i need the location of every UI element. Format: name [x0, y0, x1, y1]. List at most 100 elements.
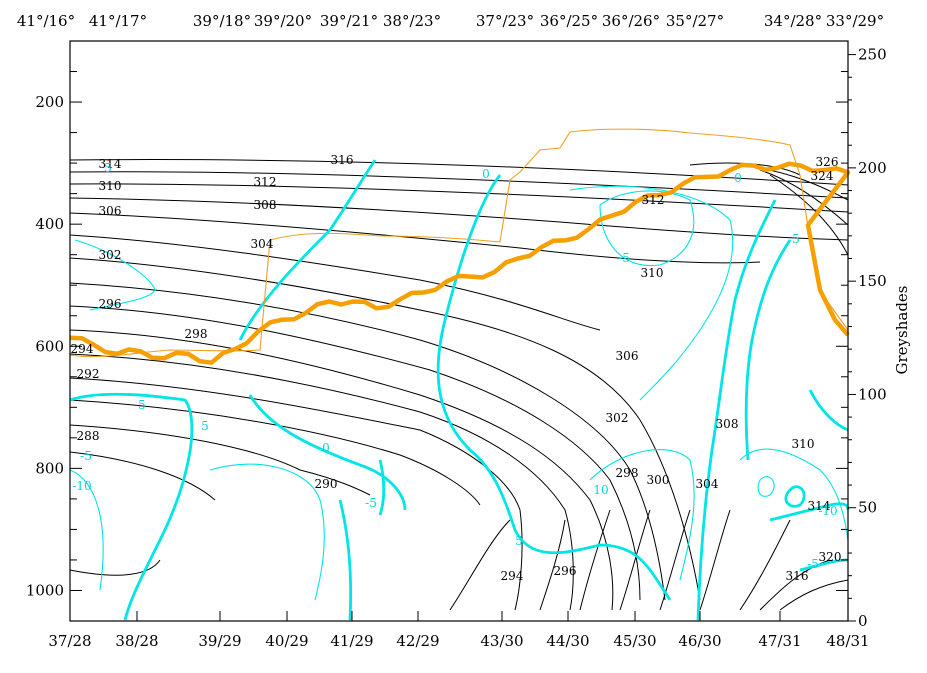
- black-isoline-label: 308: [716, 417, 739, 431]
- top-tick-label: 41°/17°: [89, 12, 147, 30]
- black-isoline: [69, 305, 641, 601]
- top-tick-label: 39°/21°: [320, 12, 378, 30]
- black-isoline-label: 308: [254, 198, 277, 212]
- top-tick-label: 35°/27°: [666, 12, 724, 30]
- cyan-isoline-label: -5: [807, 557, 819, 571]
- cyan-isoline-label: 0: [734, 171, 742, 185]
- black-isoline-label: 310: [641, 266, 664, 280]
- right-axis: 0 50 100 150 200 250: [848, 46, 887, 630]
- bottom-tick-label: 44/30: [546, 632, 589, 650]
- cyan-isoline: [599, 190, 695, 267]
- black-isoline: [759, 559, 831, 611]
- orange-series: [69, 128, 851, 365]
- black-isoline-label: 310: [99, 179, 122, 193]
- black-isoline: [69, 399, 481, 506]
- black-isoline-label: 326: [816, 155, 839, 169]
- cyan-isoline-bold: [338, 499, 353, 621]
- black-isoline-label: 314: [99, 157, 122, 171]
- black-isoline: [69, 377, 523, 611]
- black-isoline: [579, 509, 611, 611]
- bottom-tick-label: 37/28: [48, 632, 91, 650]
- black-isoline: [69, 212, 761, 264]
- black-isoline: [69, 197, 849, 241]
- black-isoline-label: 294: [501, 569, 524, 583]
- black-isoline-label: 288: [77, 429, 100, 443]
- isolines: 316 314 312 310 308 306 304 302 298 296 294 292 290 2…: [69, 128, 851, 621]
- cyan-isoline: [569, 185, 734, 401]
- black-isoline: [699, 509, 731, 611]
- bottom-tick-label: 42/29: [396, 632, 439, 650]
- right-tick-label: 100: [858, 385, 887, 403]
- black-isoline: [779, 579, 849, 611]
- black-isoline-label: 306: [616, 349, 639, 363]
- black-isoline: [739, 519, 791, 611]
- cyan-isoline: [69, 469, 104, 591]
- black-isoline: [69, 257, 701, 601]
- cyan-isoline: [757, 476, 775, 497]
- cyan-isoline-label: -10: [818, 504, 837, 518]
- cyan-isoline-bold: [744, 239, 792, 461]
- cyan-isoline-label: 5: [104, 161, 112, 175]
- black-isoline-label: 320: [819, 550, 842, 564]
- cyan-isolines: [69, 159, 850, 621]
- cyan-isoline-label: -10: [72, 479, 91, 493]
- black-isoline-label: 296: [99, 297, 122, 311]
- cyan-isoline-label: -5: [80, 449, 92, 463]
- black-isoline-label: 324: [811, 169, 834, 183]
- cyan-isoline: [589, 449, 695, 581]
- black-isoline-label: 316: [786, 569, 809, 583]
- black-isoline-label: 290: [315, 477, 338, 491]
- bottom-tick-label: 39/29: [198, 632, 241, 650]
- cyan-isoline-label: 10: [593, 483, 608, 497]
- bottom-tick-label: 45/30: [613, 632, 656, 650]
- cyan-isoline-label: -5: [618, 251, 630, 265]
- black-isoline: [69, 329, 614, 611]
- top-tick-label: 33°/29°: [826, 12, 884, 30]
- black-isoline-label: 304: [251, 237, 274, 251]
- cyan-isoline-label: 5: [138, 398, 146, 412]
- right-tick-label: 200: [858, 159, 887, 177]
- black-isoline-label: 310: [792, 437, 815, 451]
- bottom-tick-label: 41/29: [330, 632, 373, 650]
- bottom-tick-label: 48/31: [826, 632, 869, 650]
- black-isoline: [69, 183, 849, 213]
- black-isoline-label: 296: [554, 564, 577, 578]
- black-isoline: [69, 234, 601, 331]
- black-isoline: [69, 171, 849, 199]
- right-tick-label: 0: [858, 612, 868, 630]
- left-tick-label: 600: [35, 337, 64, 355]
- bottom-tick-label: 40/29: [265, 632, 308, 650]
- black-isoline-label: 306: [99, 204, 122, 218]
- black-isoline: [449, 519, 511, 611]
- left-tick-label: 400: [35, 215, 64, 233]
- plot-frame: [69, 40, 849, 622]
- bottom-tick-label: 46/30: [678, 632, 721, 650]
- top-tick-label: 36°/26°: [602, 12, 660, 30]
- bottom-axis: 37/28 38/28 39/29 40/29 41/29 42/29 43/30 44/30…: [48, 611, 870, 650]
- cyan-isoline-label: 0: [322, 441, 330, 455]
- bottom-tick-label: 47/31: [758, 632, 801, 650]
- cyan-isoline: [739, 448, 849, 541]
- isoline-labels: 316 314 312 310 308 306 304 302 298 296 294 292 290 2…: [71, 153, 842, 583]
- cyan-isoline-label: 5: [792, 232, 800, 246]
- left-tick-label: 200: [35, 93, 64, 111]
- cyan-isoline-label: -5: [365, 496, 377, 510]
- bottom-tick-label: 38/28: [115, 632, 158, 650]
- right-tick-label: 150: [858, 272, 887, 290]
- top-tick-label: 41°/16°: [17, 12, 75, 30]
- black-isoline-label: 294: [71, 342, 94, 356]
- top-axis: 41°/16° 41°/17° 39°/18° 39°/20° 39°/21° 38°/2…: [17, 12, 884, 30]
- black-isoline-label: 312: [254, 175, 277, 189]
- cyan-isoline-label: 0: [482, 167, 490, 181]
- cyan-isoline-label: 5: [201, 419, 209, 433]
- black-isoline: [769, 174, 849, 256]
- right-tick-label: 50: [858, 499, 877, 517]
- cyan-isoline-bold: [769, 502, 850, 522]
- black-isoline-label: 300: [647, 473, 670, 487]
- black-isoline: [69, 353, 574, 611]
- black-isoline: [619, 509, 651, 611]
- cyan-isoline: [209, 463, 325, 601]
- black-isoline-label: 302: [606, 411, 629, 425]
- black-isoline-label: 302: [99, 248, 122, 262]
- black-isoline-label: 312: [642, 193, 665, 207]
